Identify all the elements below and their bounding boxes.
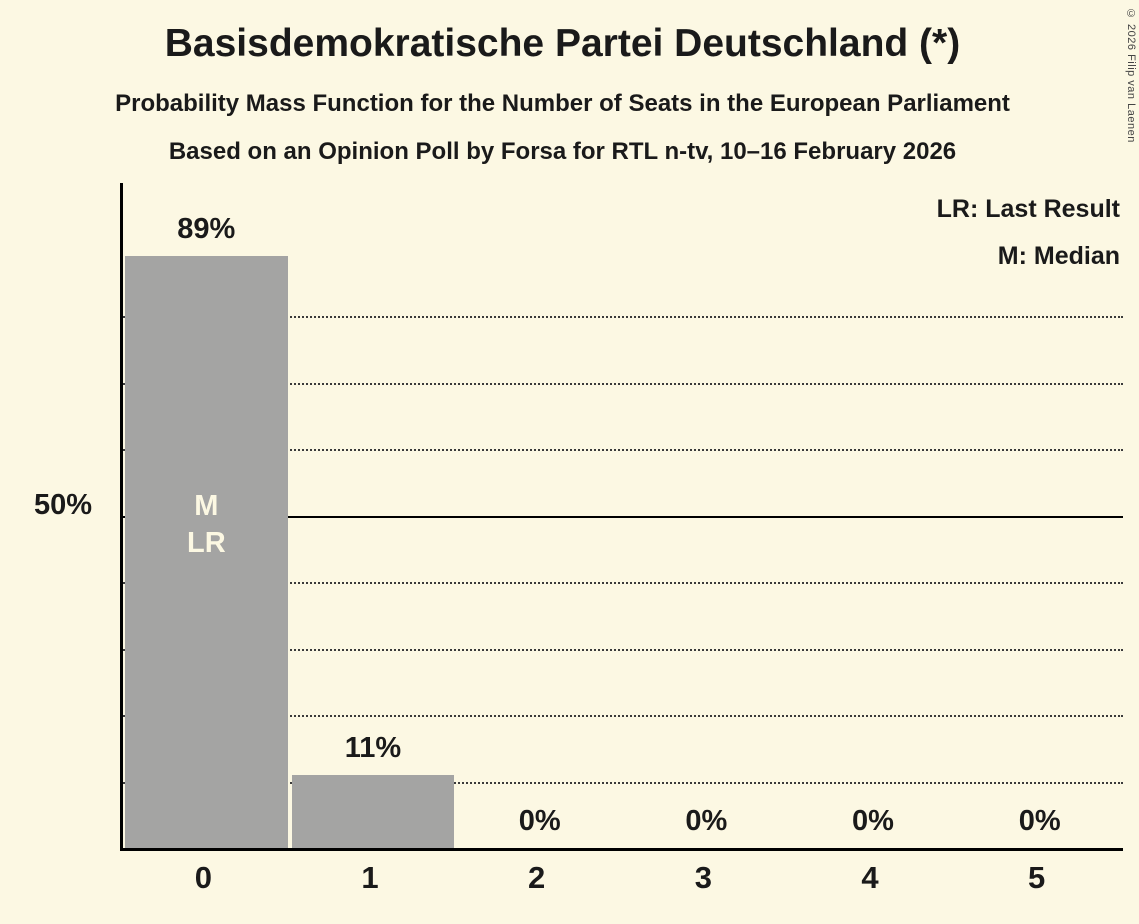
gridline-80pct (123, 316, 1123, 318)
y-axis-label: 50% (33, 489, 93, 521)
legend-median: M: Median (997, 242, 1120, 270)
legend-last-result: LR: Last Result (936, 195, 1120, 223)
value-label-seats-1: 11% (344, 731, 402, 764)
bar-seats-0 (125, 256, 288, 848)
x-tick-label-1: 1 (361, 860, 379, 895)
value-label-seats-2: 0% (518, 805, 561, 837)
gridline-10pct (123, 781, 1123, 784)
bar-annotation-line: LR (186, 527, 226, 560)
gridline-20pct (123, 715, 1123, 717)
gridline-30pct (123, 648, 1123, 651)
gridline-60pct (123, 449, 1123, 451)
value-label-seats-5: 0% (1018, 805, 1061, 837)
chart-source-line: Based on an Opinion Poll by Forsa for RT… (168, 138, 957, 165)
chart-legend: LR: Last Result M: Median (937, 186, 1120, 280)
bar-seats-1 (291, 774, 455, 848)
value-label-seats-0: 89% (177, 213, 236, 246)
gridline-40pct (123, 582, 1123, 584)
x-tick-label-5: 5 (1028, 860, 1046, 895)
x-axis: 0 1 2 3 4 5 (120, 860, 1120, 910)
value-label-seats-3: 0% (685, 805, 728, 837)
x-tick-label-0: 0 (194, 860, 212, 895)
chart-title: Basisdemokratische Partei Deutschland (*… (164, 22, 961, 65)
gridline-50pct-solid (123, 515, 1123, 518)
chart-subtitle: Probability Mass Function for the Number… (115, 90, 1010, 117)
copyright-notice: © 2026 Filip van Laenen (1125, 8, 1137, 143)
plot-area: 89% M LR 11% 0% 0% 0% 0% (120, 183, 1123, 851)
x-tick-label-3: 3 (694, 860, 712, 895)
gridline-70pct (123, 382, 1123, 385)
bar-annotation-line: M (194, 490, 219, 523)
value-label-seats-4: 0% (852, 805, 894, 837)
bar-annotation-seats-0: M LR (187, 488, 226, 562)
x-tick-label-2: 2 (528, 860, 546, 895)
x-tick-label-4: 4 (861, 860, 879, 895)
